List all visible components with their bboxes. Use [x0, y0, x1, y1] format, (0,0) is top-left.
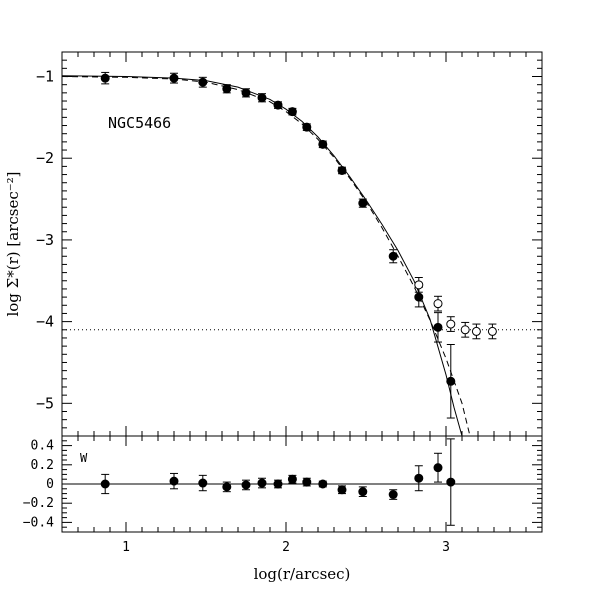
- data-point-open: [446, 319, 456, 329]
- data-point-filled: [358, 487, 368, 497]
- main-data-points: [100, 71, 497, 419]
- data-point-filled: [388, 251, 398, 261]
- data-point-filled: [273, 100, 283, 110]
- residual-data-points: [100, 438, 456, 526]
- data-point-filled: [337, 165, 347, 175]
- data-point-filled: [337, 485, 347, 495]
- y-axis-title: log Σ*(r) [arcsec⁻²]: [4, 171, 22, 316]
- data-point-open: [471, 326, 481, 336]
- y-tick-label: 0.2: [31, 458, 54, 473]
- data-point-filled: [446, 376, 456, 386]
- data-point-filled: [257, 93, 267, 103]
- galaxy-name-annotation: NGC5466: [108, 114, 171, 132]
- data-point-filled: [358, 198, 368, 208]
- data-point-filled: [446, 477, 456, 487]
- data-point-filled: [433, 463, 443, 473]
- data-point-filled: [302, 477, 312, 487]
- data-point-open: [433, 299, 443, 309]
- data-point-filled: [100, 479, 110, 489]
- main-plot-frame: [61, 51, 543, 437]
- data-point-filled: [257, 478, 267, 488]
- data-point-open: [460, 325, 470, 335]
- y-tick-label: −4: [36, 313, 54, 331]
- y-tick-label: −0.4: [23, 515, 54, 530]
- data-point-filled: [287, 474, 297, 484]
- data-point-filled: [302, 122, 312, 132]
- data-point-filled: [198, 77, 208, 87]
- residual-panel-label: W: [80, 451, 88, 465]
- residual-ticks: [61, 435, 543, 533]
- y-tick-label: 0: [46, 477, 54, 492]
- data-point-filled: [222, 84, 232, 94]
- data-point-filled: [273, 479, 283, 489]
- data-point-filled: [388, 490, 398, 500]
- x-tick-label: 1: [122, 540, 130, 555]
- data-point-filled: [169, 73, 179, 83]
- data-point-filled: [287, 107, 297, 117]
- data-point-filled: [241, 88, 251, 98]
- residual-panel: 0.4 0.2 0 −0.2 −0.4 W 1 2 3: [23, 435, 543, 555]
- data-point-filled: [241, 480, 251, 490]
- data-point-filled: [414, 473, 424, 483]
- data-point-filled: [100, 73, 110, 83]
- y-tick-label: −3: [36, 231, 54, 249]
- x-tick-label: 3: [442, 540, 450, 555]
- data-point-open: [414, 280, 424, 290]
- data-point-open: [487, 326, 497, 336]
- y-tick-label: −0.2: [23, 496, 54, 511]
- data-point-filled: [318, 479, 328, 489]
- main-ticks: [61, 51, 543, 437]
- y-tick-label: 0.4: [31, 439, 55, 454]
- data-point-filled: [198, 478, 208, 488]
- y-tick-label: −5: [36, 394, 54, 412]
- main-y-tick-labels: −1 −2 −3 −4 −5: [36, 68, 54, 413]
- x-tick-labels: 1 2 3: [122, 540, 450, 555]
- main-panel: −1 −2 −3 −4 −5 NGC5466: [36, 51, 543, 437]
- data-point-filled: [222, 482, 232, 492]
- data-point-filled: [169, 476, 179, 486]
- data-point-filled: [414, 292, 424, 302]
- x-axis-title: log(r/arcsec): [254, 565, 351, 583]
- data-point-filled: [433, 322, 443, 332]
- y-tick-label: −1: [36, 68, 54, 86]
- x-tick-label: 2: [282, 540, 290, 555]
- y-tick-label: −2: [36, 149, 54, 167]
- residual-y-tick-labels: 0.4 0.2 0 −0.2 −0.4: [23, 439, 54, 531]
- data-point-filled: [318, 139, 328, 149]
